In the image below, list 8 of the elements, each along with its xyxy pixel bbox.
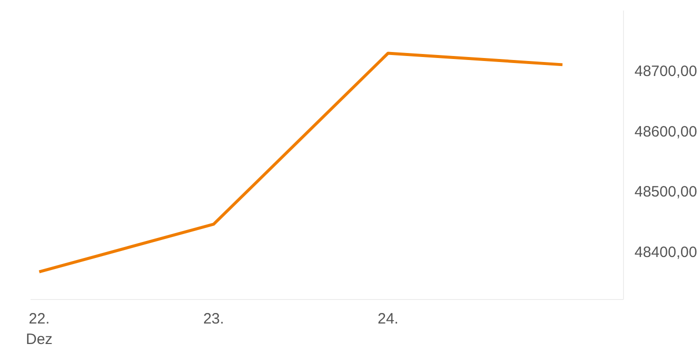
line-series <box>38 52 564 274</box>
y-tick-label: 48400,00 <box>634 244 698 261</box>
x-tick-label: 23. <box>203 310 224 328</box>
x-tick-label: 24. <box>378 310 398 328</box>
x-tick-label: 22. Dez <box>26 310 53 348</box>
y-tick-label: 48600,00 <box>634 123 698 140</box>
y-tick-label: 48700,00 <box>634 63 698 80</box>
y-tick-label: 48500,00 <box>634 184 698 201</box>
